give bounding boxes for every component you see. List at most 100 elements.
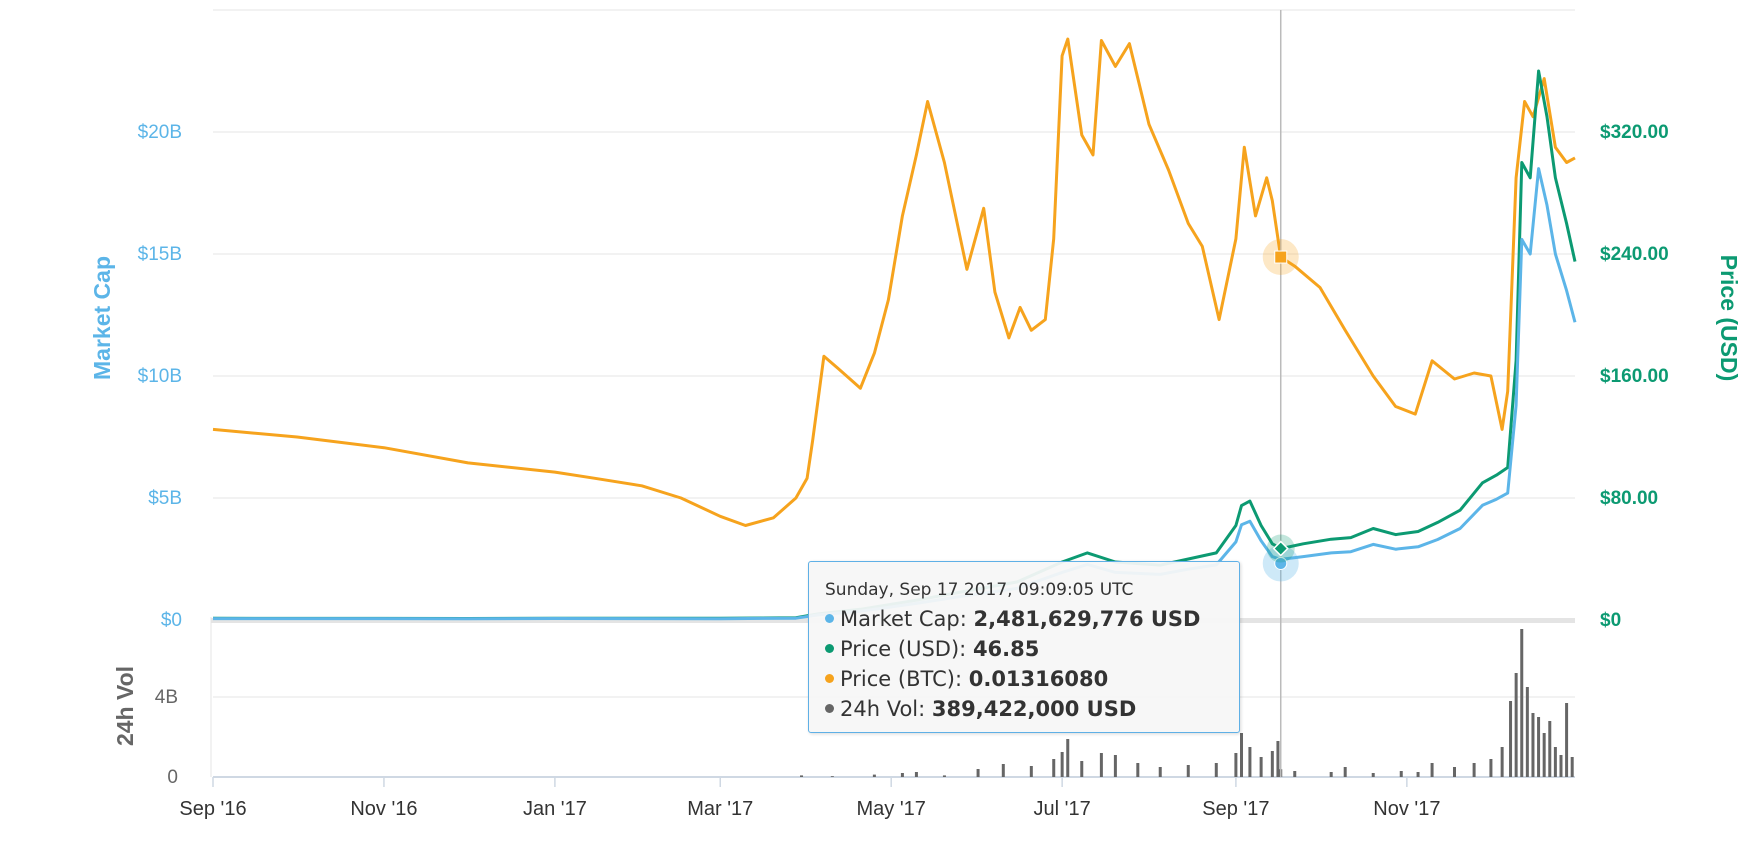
x-tick-label: Jan '17 [523,798,587,820]
volume-bar [1399,771,1403,777]
volume-bar [1553,747,1557,777]
price-usd-marker [1272,540,1289,557]
y-left-axis-title: Market Cap [89,256,115,380]
volume-bar [900,773,904,777]
x-tick-label: Jul '17 [1034,798,1091,820]
volume-tick-label: 4B [155,687,178,708]
series-line-market-cap [212,167,1577,621]
volume-bar [1276,741,1280,777]
volume-bar [1214,763,1218,777]
tooltip-label: Price (BTC) [840,667,955,691]
y-right-axis-title: Price (USD) [1716,255,1742,382]
volume-bar [1234,753,1238,777]
volume-bar [872,774,876,777]
volume-bar [1472,763,1476,777]
volume-bar [1559,755,1563,777]
volume-dot [825,704,834,713]
tooltip-value: 0.01316080 [968,667,1109,691]
volume-bar [1329,772,1333,777]
axis-labels: $0 $5B $10B $15B $20B $0 $80.00 $160.00 $240.00 $… [89,122,1742,820]
volume-bar [914,772,918,777]
x-tick-label: Mar '17 [687,798,753,820]
volume-bar [1452,767,1456,777]
volume-bar [1259,757,1263,777]
volume-bar [1509,701,1513,777]
hover-markers [1262,10,1299,777]
tooltip-row-price-btc: Price (BTC): 0.01316080 [825,664,1225,694]
volume-bar [1052,759,1056,777]
volume-bar [942,775,946,777]
x-tick-label: Nov '16 [350,798,417,820]
tooltip-row-market-cap: Market Cap: 2,481,629,776 USD [825,604,1225,634]
volume-bar [1270,751,1274,777]
tooltip-row-price-usd: Price (USD): 46.85 [825,634,1225,664]
volume-bar [1113,755,1117,777]
tooltip-label: Market Cap [840,607,960,631]
volume-bar [1099,753,1103,777]
volume-bar [1001,764,1005,777]
volume-bars [800,629,1574,777]
tooltip-label: Price (USD) [840,637,960,661]
volume-bar [1542,733,1546,777]
volume-bar [1514,673,1518,777]
volume-bar [1500,747,1504,777]
x-tick-label: Nov '17 [1373,798,1440,820]
volume-bar [1537,717,1541,777]
volume-bar [1548,721,1552,777]
price-btc-dot [825,674,834,683]
volume-bar [800,775,804,777]
y-left-tick-label: $15B [138,244,182,265]
y-right-tick-label: $240.00 [1600,244,1669,265]
volume-bar [1371,773,1375,777]
tooltip-value: 2,481,629,776 USD [973,607,1201,631]
volume-bar [1080,761,1084,777]
series-lines [212,37,1577,621]
btc-marker [1274,250,1288,264]
volume-bar [976,769,980,777]
price-usd-dot [825,644,834,653]
x-tick-label: May '17 [856,798,925,820]
market-cap-marker [1274,556,1288,570]
y-right-tick-label: $160.00 [1600,366,1669,387]
volume-bar [1520,629,1524,777]
volume-bar [1565,703,1569,777]
volume-bar [1136,763,1140,777]
x-tick-label: Sep '17 [1202,798,1269,820]
volume-bar [1525,687,1529,777]
volume-bar [1029,766,1033,777]
volume-bar [1240,733,1244,777]
volume-bar [1531,713,1535,777]
y-left-tick-label: $10B [138,366,182,387]
volume-tick-label: 0 [167,767,178,788]
tooltip-date: Sunday, Sep 17 2017, 09:09:05 UTC [825,580,1134,600]
y-right-tick-label: $80.00 [1600,488,1658,509]
volume-bar [830,776,834,777]
volume-bar [1489,759,1493,777]
volume-bar [1186,765,1190,777]
volume-bar [1066,739,1070,777]
volume-bar [1293,771,1297,777]
tooltip-row-volume: 24h Vol: 389,422,000 USD [825,694,1225,724]
x-tick-label: Sep '16 [179,798,246,820]
tooltip-label: 24h Vol [840,697,919,721]
series-line-price-btc [212,37,1576,527]
tooltip-value: 46.85 [972,637,1040,661]
volume-bar [1430,763,1434,777]
tooltip-value: 389,422,000 USD [931,697,1137,721]
volume-bar [1248,747,1252,777]
market-cap-dot [825,614,834,623]
series-line-price-usd [212,69,1577,620]
y-right-tick-label: $320.00 [1600,122,1669,143]
volume-bar [1343,767,1347,777]
volume-bar [1416,772,1420,777]
y-left-tick-label: $5B [148,488,182,509]
y-left-tick-label: $20B [138,122,182,143]
volume-bar [1570,757,1574,777]
y-left-tick-label: $0 [161,610,182,631]
chart-tooltip: Sunday, Sep 17 2017, 09:09:05 UTC Market… [808,561,1240,733]
volume-bar [1158,767,1162,777]
y-right-tick-label: $0 [1600,610,1621,631]
volume-axis-title: 24h Vol [112,666,138,746]
